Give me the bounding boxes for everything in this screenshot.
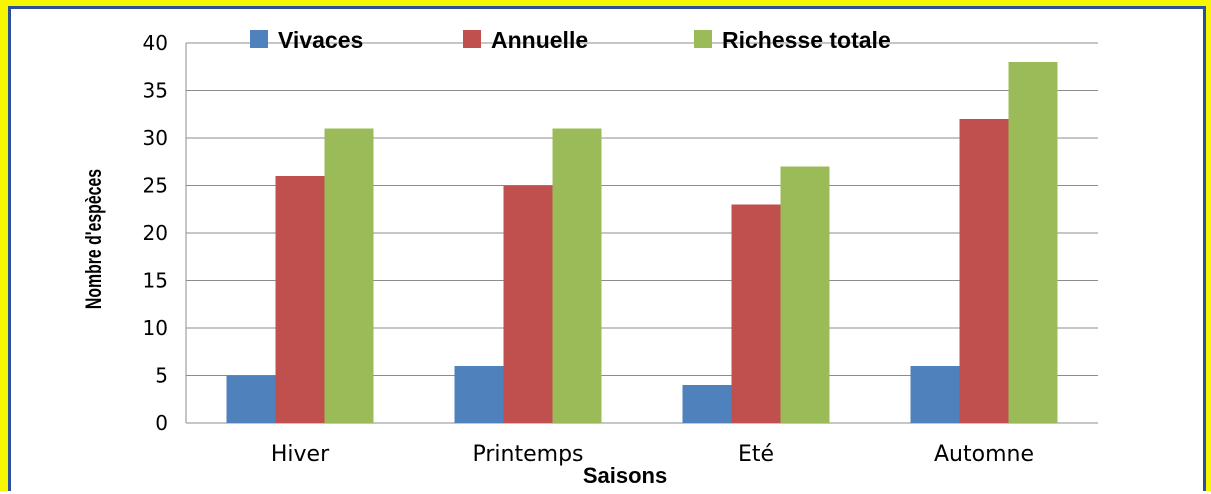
legend: Vivaces Annuelle Richesse totale	[250, 27, 891, 53]
x-category-label: Printemps	[473, 442, 584, 467]
y-tick-label: 20	[143, 221, 168, 245]
x-axis-title: Saisons	[583, 463, 667, 488]
legend-label: Vivaces	[278, 27, 363, 53]
legend-swatch-0	[250, 30, 268, 48]
bar-richesse-totale-1	[552, 128, 602, 423]
x-category-label: Eté	[738, 442, 774, 467]
y-tick-label: 10	[143, 316, 168, 340]
legend-swatch-2	[694, 30, 712, 48]
y-tick-label: 35	[143, 79, 168, 103]
y-tick-labels: 0 5 10 15 20 25 30 35 40	[143, 31, 168, 435]
bar-annuelle-1	[503, 185, 553, 423]
y-tick-label: 25	[143, 174, 168, 198]
x-category-labels: Hiver Printemps Eté Automne	[271, 442, 1034, 467]
legend-swatch-1	[463, 30, 481, 48]
x-category-label: Automne	[934, 442, 1034, 467]
chart-panel: 0 5 10 15 20 25 30 35 40 Hiver Printemps Eté Automn…	[8, 6, 1206, 491]
bar-richesse-totale-0	[324, 128, 374, 423]
y-axis-title: Nombre d'espèces	[83, 169, 107, 309]
y-tick-label: 0	[155, 411, 168, 435]
bar-annuelle-0	[275, 176, 325, 423]
bar-vivaces-2	[682, 385, 732, 423]
bar-richesse-totale-2	[780, 166, 830, 423]
legend-label: Richesse totale	[722, 27, 891, 53]
legend-label: Annuelle	[491, 27, 588, 53]
bar-vivaces-3	[910, 366, 960, 423]
bar-richesse-totale-3	[1008, 62, 1058, 423]
bar-chart: 0 5 10 15 20 25 30 35 40 Hiver Printemps Eté Automn…	[83, 27, 1098, 488]
bar-annuelle-2	[731, 204, 781, 423]
bar-vivaces-1	[454, 366, 504, 423]
y-tick-label: 40	[143, 31, 168, 55]
bar-vivaces-0	[226, 375, 276, 423]
y-tick-label: 30	[143, 126, 168, 150]
y-tick-label: 15	[143, 269, 168, 293]
bar-annuelle-3	[959, 119, 1009, 423]
bars	[226, 62, 1058, 423]
x-category-label: Hiver	[271, 442, 330, 467]
y-tick-label: 5	[155, 364, 168, 388]
